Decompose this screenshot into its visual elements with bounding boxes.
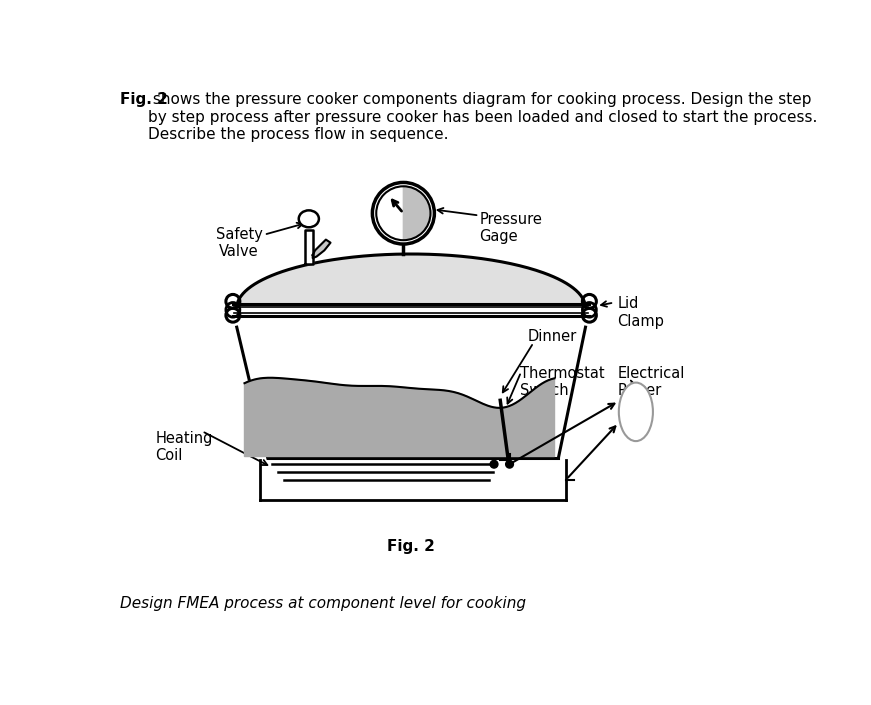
Polygon shape — [233, 304, 590, 316]
Ellipse shape — [583, 302, 597, 317]
Text: Electrical
Power: Electrical Power — [618, 366, 685, 398]
Text: Safety
Valve: Safety Valve — [216, 227, 262, 259]
Text: shows the pressure cooker components diagram for cooking process. Design the ste: shows the pressure cooker components dia… — [148, 92, 818, 142]
Text: Fig. 2: Fig. 2 — [119, 92, 167, 107]
Ellipse shape — [299, 210, 319, 227]
Text: Pressure
Gage: Pressure Gage — [479, 212, 543, 244]
Text: Thermostat
Switch: Thermostat Switch — [520, 366, 604, 398]
Text: Fig. 2: Fig. 2 — [388, 539, 435, 554]
Text: Dinner: Dinner — [527, 329, 577, 344]
Polygon shape — [237, 327, 585, 458]
Ellipse shape — [226, 302, 240, 317]
Text: Heating
Coil: Heating Coil — [155, 431, 213, 463]
Polygon shape — [237, 254, 585, 308]
Text: Design FMEA process at component level for cooking: Design FMEA process at component level f… — [119, 596, 526, 611]
Circle shape — [376, 186, 430, 240]
Polygon shape — [313, 240, 330, 258]
Ellipse shape — [618, 383, 653, 441]
Circle shape — [490, 460, 498, 468]
Circle shape — [506, 460, 513, 468]
Polygon shape — [305, 230, 313, 264]
Circle shape — [373, 183, 435, 244]
Polygon shape — [403, 186, 430, 240]
Text: Lid
Clamp: Lid Clamp — [618, 296, 665, 329]
Polygon shape — [245, 378, 555, 457]
